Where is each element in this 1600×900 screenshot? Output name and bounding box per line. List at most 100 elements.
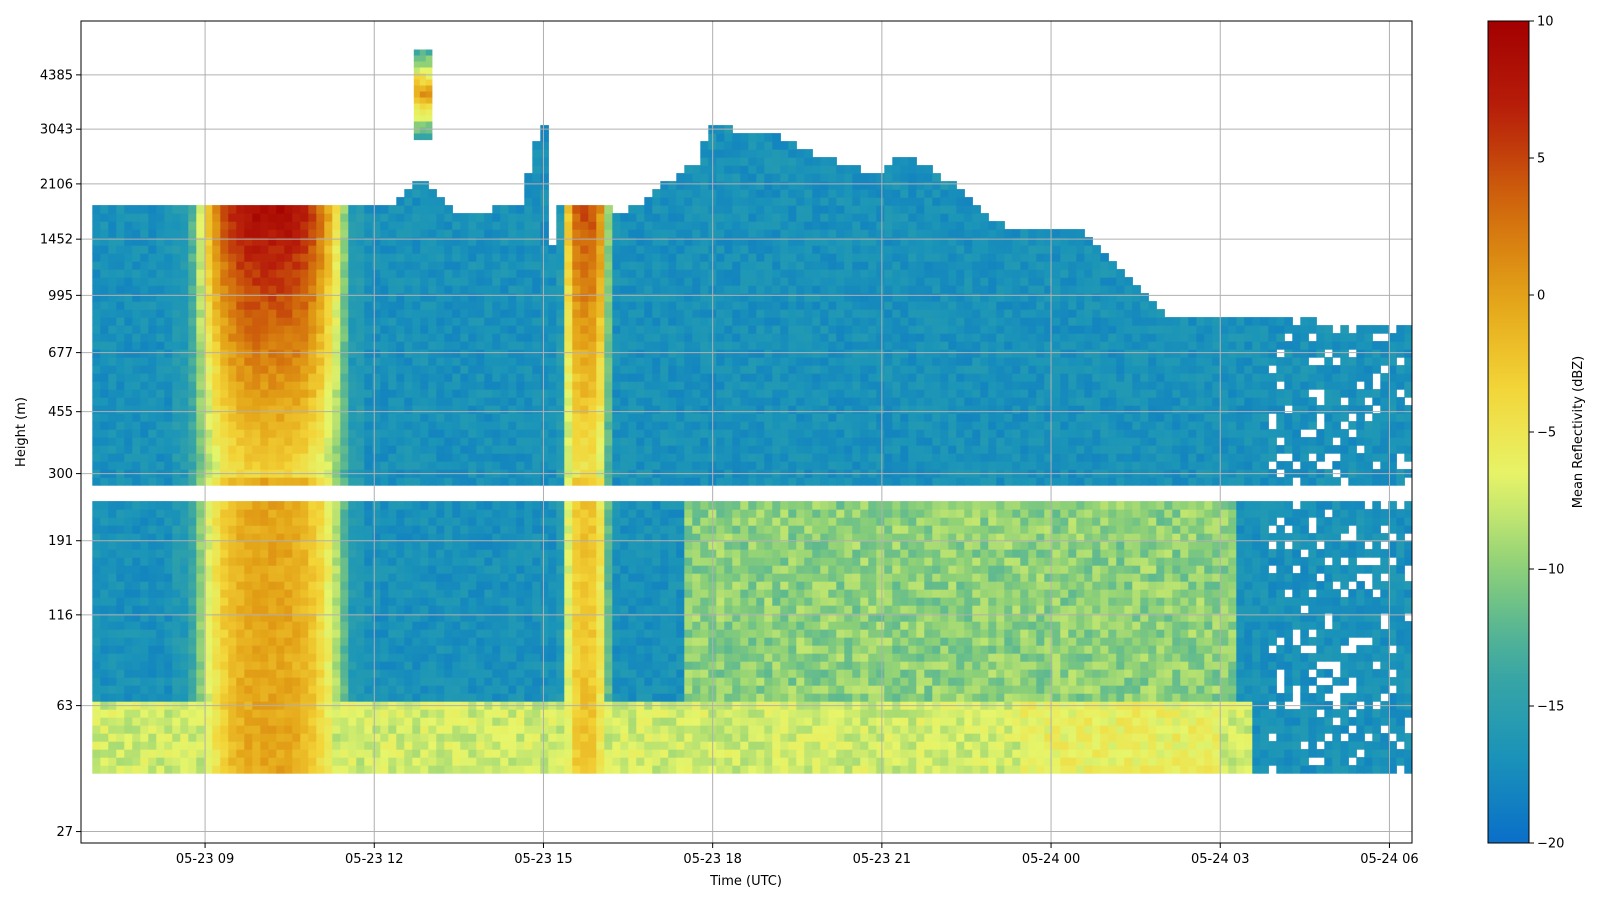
heatmap-cell (524, 293, 533, 302)
heatmap-cell (300, 549, 309, 558)
heatmap-cell (140, 261, 149, 270)
heatmap-cell (92, 413, 101, 422)
heatmap-cell (620, 637, 629, 646)
heatmap-cell (364, 389, 373, 398)
heatmap-cell (188, 381, 197, 390)
heatmap-cell (564, 573, 573, 582)
heatmap-cell (620, 653, 629, 662)
heatmap-cell (292, 221, 301, 230)
heatmap-cell (628, 581, 637, 590)
heatmap-cell (236, 285, 245, 294)
heatmap-cell (348, 317, 357, 326)
heatmap-cell (460, 445, 469, 454)
heatmap-cell (548, 605, 557, 614)
heatmap-cell (516, 309, 525, 318)
heatmap-cell (380, 645, 389, 654)
heatmap-cell (228, 661, 237, 670)
heatmap-cell (324, 205, 333, 214)
heatmap-cell (404, 277, 413, 286)
heatmap-cell (468, 229, 477, 238)
heatmap-cell (596, 653, 605, 662)
heatmap-cell (436, 749, 445, 758)
heatmap-cell (588, 253, 597, 262)
heatmap-cell (204, 525, 213, 534)
heatmap-cell (308, 453, 317, 462)
heatmap-cell (532, 501, 541, 510)
heatmap-cell (188, 405, 197, 414)
heatmap-cell (156, 685, 165, 694)
heatmap-cell (636, 741, 645, 750)
heatmap-cell (236, 717, 245, 726)
heatmap-cell (532, 277, 541, 286)
heatmap-cell (316, 261, 325, 270)
heatmap-cell (628, 557, 637, 566)
heatmap-cell (588, 613, 597, 622)
heatmap-cell (564, 757, 573, 766)
heatmap-cell (140, 693, 149, 702)
heatmap-cell (444, 589, 453, 598)
heatmap-cell (92, 757, 101, 766)
heatmap-cell (436, 549, 445, 558)
heatmap-cell (244, 205, 253, 214)
heatmap-cell (556, 213, 565, 222)
heatmap-cell (412, 181, 421, 190)
heatmap-cell (324, 357, 333, 366)
heatmap-cell (404, 189, 413, 198)
heatmap-cell (372, 717, 381, 726)
heatmap-cell (140, 357, 149, 366)
heatmap-cell (364, 693, 373, 702)
heatmap-cell (444, 533, 453, 542)
heatmap-cell (316, 397, 325, 406)
heatmap-cell (564, 637, 573, 646)
heatmap-cell (132, 341, 141, 350)
heatmap-cell (236, 741, 245, 750)
heatmap-cell (228, 349, 237, 358)
heatmap-cell (300, 541, 309, 550)
heatmap-cell (332, 509, 341, 518)
heatmap-cell (380, 261, 389, 270)
heatmap-cell (196, 301, 205, 310)
heatmap-cell (444, 765, 453, 774)
heatmap-cell (124, 509, 133, 518)
heatmap-cell (580, 365, 589, 374)
heatmap-cell (476, 325, 485, 334)
heatmap-cell (396, 317, 405, 326)
heatmap-cell (436, 653, 445, 662)
heatmap-cell (580, 405, 589, 414)
heatmap-cell (404, 453, 413, 462)
heatmap-cell (612, 317, 621, 326)
heatmap-cell (476, 285, 485, 294)
heatmap-cell (284, 757, 293, 766)
heatmap-cell (564, 749, 573, 758)
heatmap-cell (628, 429, 637, 438)
heatmap-cell (500, 405, 509, 414)
heatmap-cell (596, 373, 605, 382)
heatmap-cell (404, 509, 413, 518)
heatmap-cell (644, 413, 653, 422)
heatmap-cell (292, 637, 301, 646)
heatmap-cell (116, 229, 125, 238)
heatmap-cell (324, 677, 333, 686)
heatmap-cell (436, 541, 445, 550)
heatmap-cell (452, 565, 461, 574)
heatmap-cell (228, 645, 237, 654)
heatmap-cell (276, 621, 285, 630)
heatmap-cell (492, 373, 501, 382)
heatmap-cell (196, 421, 205, 430)
heatmap-cell (436, 709, 445, 718)
heatmap-cell (660, 389, 669, 398)
heatmap-cell (492, 365, 501, 374)
heatmap-cell (604, 709, 613, 718)
heatmap-cell (548, 741, 557, 750)
heatmap-cell (452, 717, 461, 726)
heatmap-cell (324, 381, 333, 390)
heatmap-cell (244, 589, 253, 598)
heatmap-cell (148, 333, 157, 342)
heatmap-cell (580, 661, 589, 670)
heatmap-cell (516, 245, 525, 254)
heatmap-cell (260, 597, 269, 606)
heatmap-cell (396, 325, 405, 334)
heatmap-cell (204, 733, 213, 742)
heatmap-cell (532, 749, 541, 758)
heatmap-cell (492, 221, 501, 230)
